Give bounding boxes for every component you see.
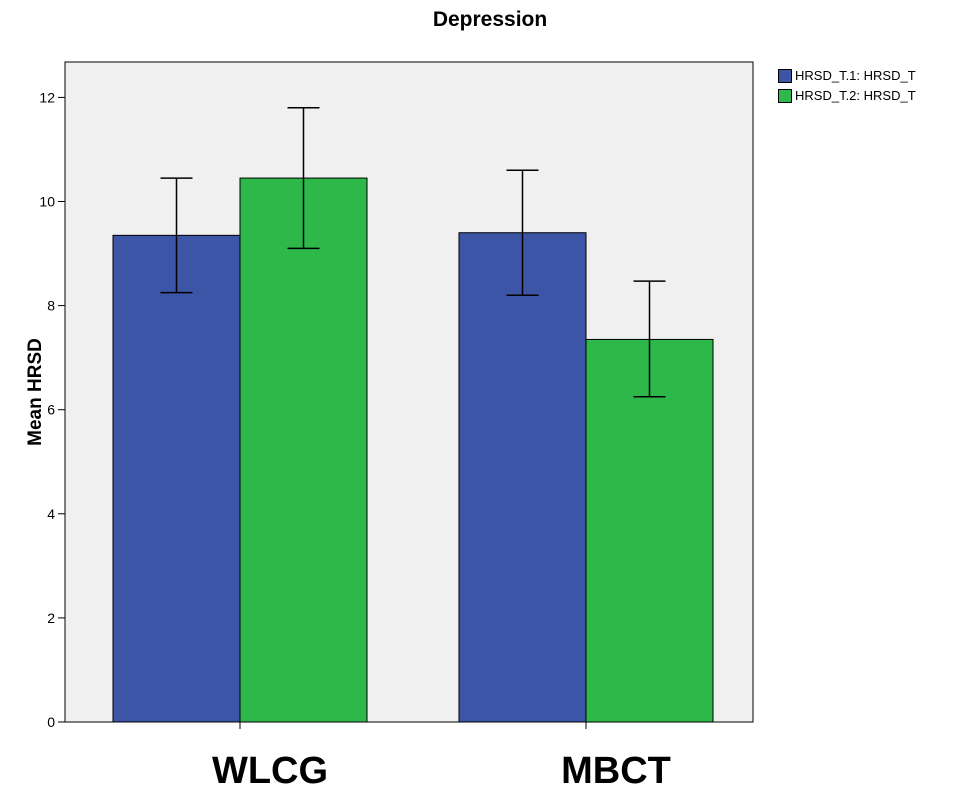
legend-swatch-series-1 <box>778 69 792 83</box>
y-tick-label: 6 <box>47 402 55 418</box>
legend-item-series-2: HRSD_T.2: HRSD_T <box>778 86 916 106</box>
bar-mbct-series-1 <box>458 232 587 723</box>
y-tick-label: 0 <box>47 714 55 730</box>
y-axis-label: Mean HRSD <box>25 338 46 446</box>
legend-item-series-1: HRSD_T.1: HRSD_T <box>778 66 916 86</box>
bars <box>112 177 714 723</box>
legend-swatch-series-2 <box>778 89 792 103</box>
y-tick-label: 8 <box>47 298 55 314</box>
x-tick-label-mbct: MBCT <box>561 750 671 787</box>
legend-label-series-2: HRSD_T.2: HRSD_T <box>795 88 916 103</box>
bar-wlcg-series-2 <box>239 177 368 723</box>
y-tick-label: 10 <box>39 194 55 210</box>
bar-wlcg-series-1 <box>112 234 241 723</box>
x-tick-label-wlcg: WLCG <box>212 750 328 787</box>
legend: HRSD_T.1: HRSD_T HRSD_T.2: HRSD_T <box>778 66 916 106</box>
bar-mbct-series-2 <box>585 338 714 723</box>
y-tick-label: 2 <box>47 610 55 626</box>
y-axis: 0 2 4 6 8 10 12 <box>39 89 65 730</box>
legend-label-series-1: HRSD_T.1: HRSD_T <box>795 68 916 83</box>
chart-title: Depression <box>432 8 548 31</box>
y-tick-label: 12 <box>39 89 55 105</box>
error-bars <box>160 107 666 398</box>
x-axis: WLCG MBCT <box>212 722 671 787</box>
y-tick-label: 4 <box>47 506 55 522</box>
